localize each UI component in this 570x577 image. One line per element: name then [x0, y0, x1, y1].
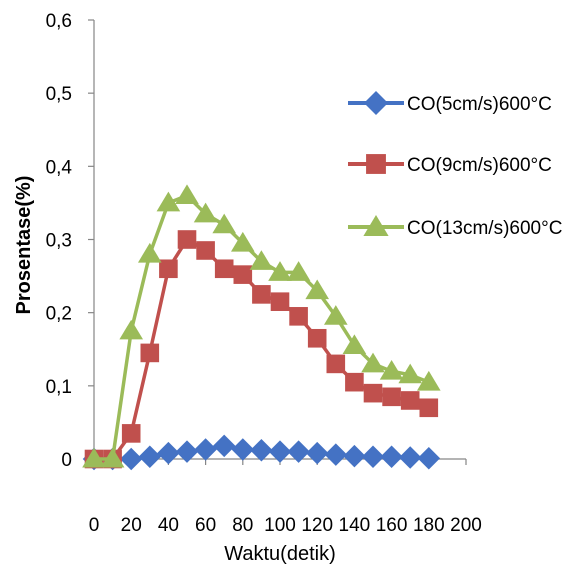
- data-point: [119, 319, 144, 340]
- x-axis-title: Waktu(detik): [224, 543, 336, 565]
- data-point: [212, 213, 237, 234]
- x-tick-label: 200: [450, 515, 482, 536]
- data-point: [137, 242, 162, 263]
- data-point: [100, 447, 125, 468]
- x-tick-label: 120: [301, 515, 333, 536]
- data-point: [361, 445, 385, 469]
- data-point: [138, 445, 162, 469]
- data-point: [323, 305, 348, 325]
- x-tick-label: 100: [264, 515, 296, 536]
- data-point: [175, 184, 199, 205]
- legend-item-2: CO(9cm/s)600°C: [348, 154, 552, 176]
- data-point: [419, 398, 439, 418]
- data-point: [250, 438, 273, 462]
- data-point: [249, 250, 274, 270]
- y-tick-label: 0,3: [46, 231, 72, 252]
- data-point: [212, 434, 236, 458]
- y-axis-ticks: 0 0,1 0,2 0,3 0,4 0,5 0,6: [46, 11, 94, 471]
- data-point: [175, 440, 199, 463]
- y-tick-label: 0,6: [46, 11, 72, 32]
- y-tick-label: 0,2: [46, 304, 72, 325]
- data-point: [230, 231, 255, 252]
- data-point: [214, 259, 234, 279]
- data-point: [196, 241, 215, 260]
- legend-label: CO(13cm/s)600°C: [407, 218, 562, 239]
- x-tick-label: 40: [158, 515, 179, 536]
- data-point: [416, 370, 441, 391]
- legend-marker: [364, 91, 388, 115]
- data-point: [305, 279, 330, 300]
- legend-marker: [366, 154, 386, 174]
- data-point: [289, 307, 308, 326]
- data-point: [252, 285, 271, 304]
- data-point: [156, 191, 181, 212]
- data-point: [268, 440, 292, 463]
- data-point: [194, 438, 217, 461]
- x-tick-label: 60: [195, 515, 216, 536]
- data-point: [159, 259, 178, 279]
- x-axis-ticks: 0 20 40 60 80 100 120 140 160 180 200: [89, 459, 482, 536]
- legend-label: CO(9cm/s)600°C: [407, 155, 552, 176]
- legend-label: CO(5cm/s)600°C: [407, 94, 552, 115]
- data-point: [400, 391, 420, 410]
- y-tick-label: 0: [61, 450, 72, 471]
- data-point: [270, 292, 290, 311]
- data-point: [157, 441, 180, 465]
- data-point: [379, 359, 404, 380]
- data-point: [121, 424, 141, 443]
- plot-area: [82, 184, 441, 471]
- data-point: [417, 447, 441, 470]
- legend-item-1: CO(5cm/s)600°C: [348, 91, 552, 115]
- data-point: [305, 441, 329, 465]
- data-point: [361, 352, 385, 373]
- data-point: [345, 372, 364, 392]
- x-tick-label: 140: [339, 515, 371, 536]
- data-point: [326, 354, 346, 374]
- legend: CO(5cm/s)600°C CO(9cm/s)600°C CO(13cm/s)60…: [348, 91, 562, 239]
- data-point: [398, 363, 423, 384]
- x-tick-label: 160: [376, 515, 408, 536]
- series-3: [82, 184, 441, 468]
- data-point: [382, 387, 401, 407]
- data-point: [140, 343, 160, 363]
- x-tick-label: 180: [413, 515, 445, 536]
- data-point: [342, 334, 367, 355]
- data-point: [119, 447, 143, 471]
- data-point: [363, 383, 383, 403]
- x-tick-label: 20: [121, 515, 142, 536]
- y-axis-title: Prosentase(%): [13, 176, 35, 315]
- data-point: [268, 261, 292, 281]
- y-tick-label: 0,1: [46, 377, 72, 398]
- data-point: [193, 202, 218, 223]
- data-point: [177, 230, 197, 249]
- data-point: [343, 444, 366, 468]
- data-point: [324, 443, 348, 466]
- data-point: [307, 328, 327, 348]
- data-point: [380, 445, 403, 469]
- y-tick-label: 0,4: [46, 157, 73, 178]
- legend-item-3: CO(13cm/s)600°C: [348, 215, 562, 239]
- data-point: [398, 446, 422, 469]
- y-tick-label: 0,5: [46, 84, 72, 105]
- data-point: [233, 265, 253, 284]
- data-point: [82, 447, 106, 468]
- legend-marker: [363, 215, 389, 236]
- data-point: [287, 440, 310, 463]
- data-point: [231, 438, 255, 461]
- data-point: [286, 261, 311, 281]
- x-tick-label: 0: [89, 515, 100, 536]
- x-tick-label: 80: [232, 515, 253, 536]
